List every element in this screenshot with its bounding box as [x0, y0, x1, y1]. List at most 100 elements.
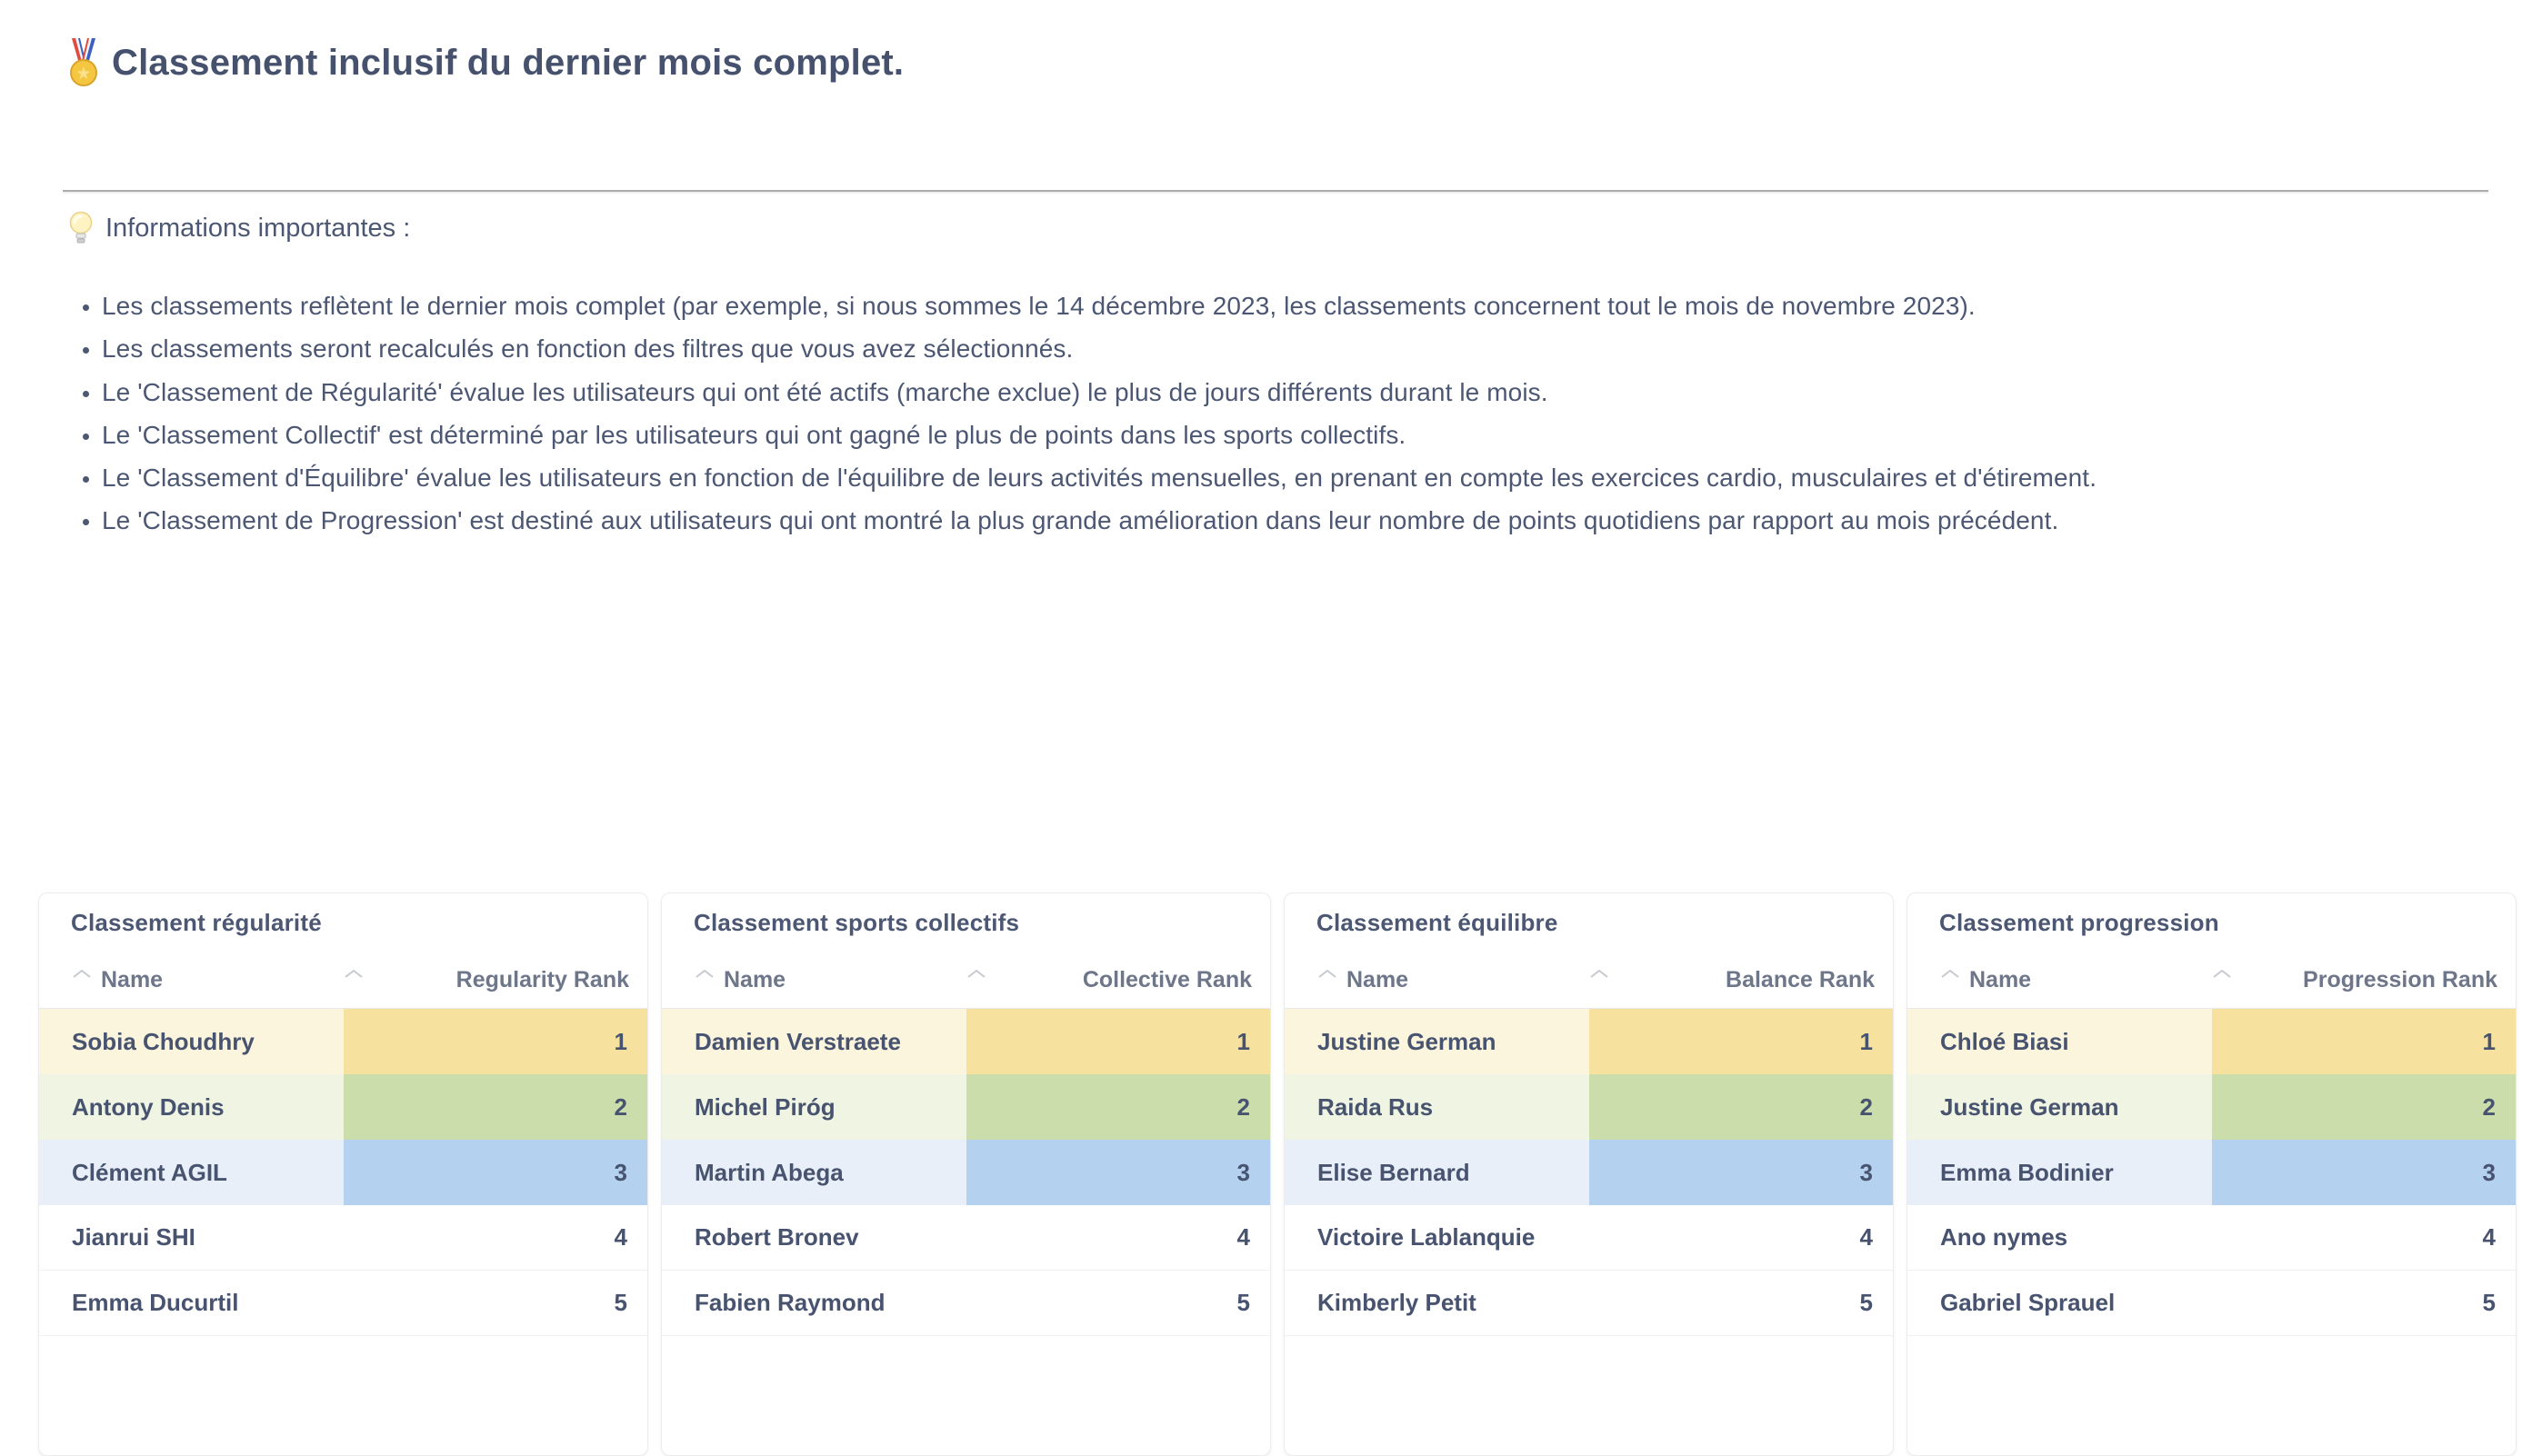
cell-name[interactable]: Emma Bodinier [1907, 1140, 2212, 1205]
cell-rank[interactable]: 3 [1588, 1140, 1893, 1205]
card-title[interactable]: Classement régularité [71, 909, 322, 936]
dashboard-title: ★ Classement inclusif du dernier mois co… [67, 36, 904, 89]
cell-name[interactable]: Gabriel Sprauel [1940, 1289, 2116, 1316]
leaderboard-card: Classement sports collectifs Name Collec… [661, 893, 1271, 1456]
cell-name[interactable]: Clément AGIL [39, 1140, 344, 1205]
table-row: Robert Bronev 4 [662, 1205, 1270, 1271]
cell-rank[interactable]: 2 [966, 1074, 1270, 1140]
cell-name[interactable]: Justine German [1285, 1009, 1589, 1074]
cell-rank[interactable]: 3 [2211, 1140, 2516, 1205]
info-bullet: Le 'Classement de Progression' est desti… [102, 499, 2511, 542]
column-header-rank-label: Balance Rank [1726, 967, 1875, 992]
cell-rank[interactable]: 5 [2482, 1289, 2496, 1316]
cell-rank[interactable]: 4 [1859, 1223, 1873, 1251]
cell-name[interactable]: Jianrui SHI [72, 1223, 195, 1251]
column-header-rank[interactable]: Regularity Rank [344, 967, 648, 993]
column-header-name-label: Name [724, 967, 786, 992]
cell-rank[interactable]: 5 [1236, 1289, 1250, 1316]
cell-name[interactable]: Justine German [1907, 1074, 2212, 1140]
column-header-name[interactable]: Name [1907, 967, 2212, 993]
table-row: Sobia Choudhry 1 [39, 1009, 647, 1074]
cell-rank[interactable]: 5 [614, 1289, 627, 1316]
table-body: Chloé Biasi 1 Justine German 2 Emma Bodi… [1907, 1009, 2516, 1336]
info-heading-text: Informations importantes : [105, 213, 411, 243]
column-header-rank[interactable]: Balance Rank [1589, 967, 1894, 993]
table-header-row: Name Progression Rank [1907, 952, 2516, 1009]
info-bullet: Les classements reflètent le dernier moi… [102, 284, 2511, 327]
cell-name[interactable]: Damien Verstraete [662, 1009, 966, 1074]
sort-caret-icon [1941, 969, 1959, 978]
cell-name[interactable]: Sobia Choudhry [39, 1009, 344, 1074]
cell-name[interactable]: Ano nymes [1940, 1223, 2068, 1251]
cell-name[interactable]: Victoire Lablanquie [1317, 1223, 1536, 1251]
card-title[interactable]: Classement équilibre [1316, 909, 1558, 936]
table-header-row: Name Regularity Rank [39, 952, 647, 1009]
cell-rank[interactable]: 3 [343, 1140, 647, 1205]
column-header-name-label: Name [1969, 967, 2032, 992]
info-bullet-list: Les classements reflètent le dernier moi… [64, 284, 2511, 543]
card-title[interactable]: Classement progression [1939, 909, 2219, 936]
column-header-name[interactable]: Name [39, 967, 344, 993]
leaderboard-card: Classement progression Name Progression … [1906, 893, 2517, 1456]
table-row: Michel Piróg 2 [662, 1074, 1270, 1140]
dashboard-title-text: Classement inclusif du dernier mois comp… [112, 42, 905, 83]
cell-name[interactable]: Kimberly Petit [1317, 1289, 1476, 1316]
cell-name[interactable]: Emma Ducurtil [72, 1289, 239, 1316]
lightbulb-icon [69, 211, 93, 244]
cell-name[interactable]: Raida Rus [1285, 1074, 1589, 1140]
cell-rank[interactable]: 2 [343, 1074, 647, 1140]
cell-rank[interactable]: 4 [1236, 1223, 1250, 1251]
table-row: Kimberly Petit 5 [1285, 1271, 1893, 1336]
sort-caret-icon [1318, 969, 1336, 978]
cell-name[interactable]: Elise Bernard [1285, 1140, 1589, 1205]
column-header-name[interactable]: Name [1285, 967, 1589, 993]
sort-caret-icon [344, 969, 363, 978]
table-row: Jianrui SHI 4 [39, 1205, 647, 1271]
cell-rank[interactable]: 1 [2211, 1009, 2516, 1074]
svg-text:★: ★ [75, 65, 91, 84]
cell-rank[interactable]: 5 [1859, 1289, 1873, 1316]
leaderboard-card: Classement équilibre Name Balance Rank J… [1284, 893, 1894, 1456]
cell-rank[interactable]: 4 [614, 1223, 627, 1251]
cell-name[interactable]: Fabien Raymond [695, 1289, 886, 1316]
cell-rank[interactable]: 2 [2211, 1074, 2516, 1140]
table-header-row: Name Balance Rank [1285, 952, 1893, 1009]
cell-rank[interactable]: 1 [966, 1009, 1270, 1074]
cell-name[interactable]: Chloé Biasi [1907, 1009, 2212, 1074]
column-header-rank-label: Regularity Rank [455, 967, 629, 992]
cell-name[interactable]: Antony Denis [39, 1074, 344, 1140]
cell-name[interactable]: Robert Bronev [695, 1223, 859, 1251]
card-title[interactable]: Classement sports collectifs [694, 909, 1020, 936]
leaderboard-cards-row: Classement régularité Name Regularity Ra… [38, 893, 2517, 1456]
sort-caret-icon [966, 969, 986, 978]
table-row: Ano nymes 4 [1907, 1205, 2516, 1271]
column-header-name-label: Name [101, 967, 164, 992]
table-row: Antony Denis 2 [39, 1074, 647, 1140]
table-row: Emma Ducurtil 5 [39, 1271, 647, 1336]
sort-caret-icon [696, 969, 714, 978]
cell-rank[interactable]: 2 [1588, 1074, 1893, 1140]
table-row: Elise Bernard 3 [1285, 1140, 1893, 1205]
cell-rank[interactable]: 1 [343, 1009, 647, 1074]
table-row: Fabien Raymond 5 [662, 1271, 1270, 1336]
medal-icon: ★ [70, 38, 97, 86]
table-body: Sobia Choudhry 1 Antony Denis 2 Clément … [39, 1009, 647, 1336]
cell-name[interactable]: Martin Abega [662, 1140, 966, 1205]
table-body: Damien Verstraete 1 Michel Piróg 2 Marti… [662, 1009, 1270, 1336]
cell-rank[interactable]: 4 [2482, 1223, 2496, 1251]
info-bullet: Le 'Classement de Régularité' évalue les… [102, 371, 2511, 414]
table-row: Justine German 1 [1285, 1009, 1893, 1074]
cell-rank[interactable]: 3 [966, 1140, 1270, 1205]
table-header-row: Name Collective Rank [662, 952, 1270, 1009]
column-header-name[interactable]: Name [662, 967, 966, 993]
column-header-rank[interactable]: Progression Rank [2212, 967, 2517, 993]
cell-rank[interactable]: 1 [1588, 1009, 1893, 1074]
table-row: Victoire Lablanquie 4 [1285, 1205, 1893, 1271]
info-bullet: Le 'Classement Collectif' est déterminé … [102, 414, 2511, 456]
column-header-rank[interactable]: Collective Rank [966, 967, 1271, 993]
table-row: Chloé Biasi 1 [1907, 1009, 2516, 1074]
table-row: Clément AGIL 3 [39, 1140, 647, 1205]
cell-name[interactable]: Michel Piróg [662, 1074, 966, 1140]
table-row: Gabriel Sprauel 5 [1907, 1271, 2516, 1336]
info-bullet: Les classements seront recalculés en fon… [102, 327, 2511, 370]
